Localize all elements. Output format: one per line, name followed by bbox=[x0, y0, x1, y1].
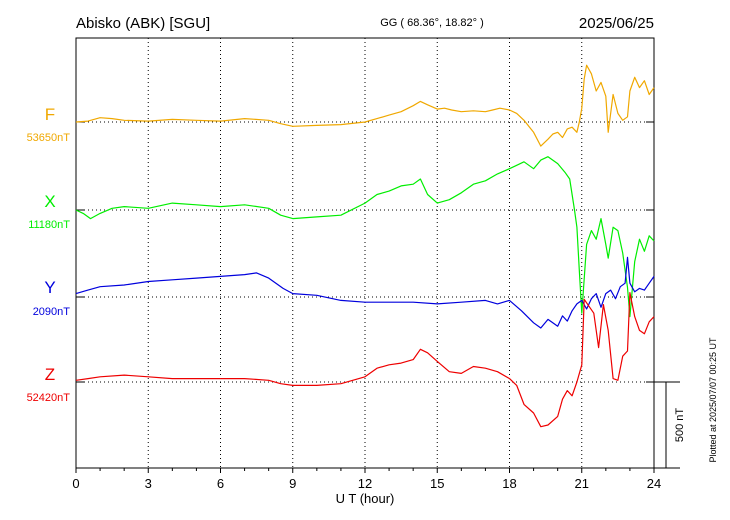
plotted-timestamp: Plotted at 2025/07/07 00:25 UT bbox=[708, 337, 718, 463]
grid-layer bbox=[147, 38, 583, 468]
x-tick-label-21: 21 bbox=[575, 476, 589, 491]
series-baseline-z: 52420nT bbox=[27, 392, 71, 404]
station-coordinates: GG ( 68.36°, 18.82° ) bbox=[380, 17, 484, 29]
x-tick-label-6: 6 bbox=[217, 476, 224, 491]
scale-bar: 500 nT bbox=[654, 381, 686, 469]
x-tick-label-9: 9 bbox=[289, 476, 296, 491]
x-tick-label-15: 15 bbox=[430, 476, 444, 491]
series-line-x bbox=[75, 156, 655, 318]
series-baseline-x: 11180nT bbox=[28, 219, 70, 231]
x-tick-label-3: 3 bbox=[145, 476, 152, 491]
series-line-z bbox=[75, 292, 655, 428]
date-label: 2025/06/25 bbox=[579, 15, 654, 32]
x-tick-label-24: 24 bbox=[647, 476, 661, 491]
series-label-z: Z bbox=[45, 365, 55, 384]
series-line-y bbox=[75, 256, 655, 329]
series-label-layer: F 53650nT X 11180nT Y 2090nT Z 52420nT bbox=[27, 105, 71, 404]
series-label-y: Y bbox=[44, 278, 55, 297]
x-axis-label: U T (hour) bbox=[336, 491, 395, 506]
series-label-x: X bbox=[44, 192, 55, 211]
station-title: Abisko (ABK) [SGU] bbox=[76, 15, 210, 32]
series-layer bbox=[75, 64, 655, 428]
x-tick-label-12: 12 bbox=[358, 476, 372, 491]
scale-bar-label: 500 nT bbox=[674, 408, 686, 443]
series-line-f bbox=[75, 64, 655, 147]
series-label-f: F bbox=[45, 105, 55, 124]
series-baseline-f: 53650nT bbox=[27, 132, 71, 144]
series-baseline-y: 2090nT bbox=[33, 306, 71, 318]
x-tick-label-0: 0 bbox=[72, 476, 79, 491]
x-tick-label-18: 18 bbox=[502, 476, 516, 491]
tick-layer: 0 3 6 9 12 15 18 21 24 bbox=[72, 468, 661, 491]
